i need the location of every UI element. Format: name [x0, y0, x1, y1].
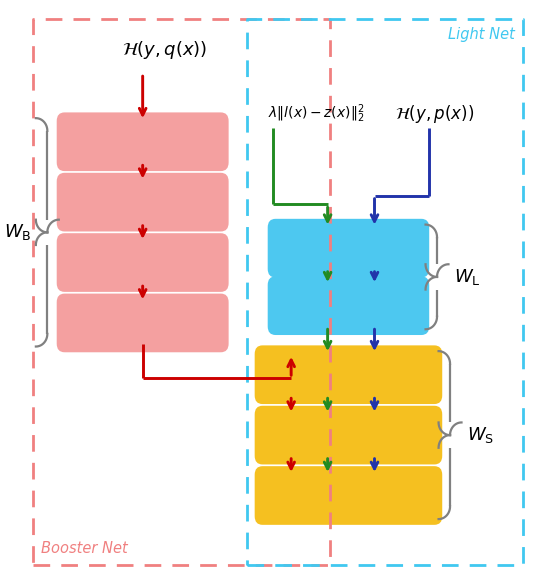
FancyBboxPatch shape: [255, 466, 442, 525]
FancyBboxPatch shape: [255, 406, 442, 465]
Text: $\mathcal{H}(y,p(x))$: $\mathcal{H}(y,p(x))$: [395, 103, 474, 125]
FancyBboxPatch shape: [255, 346, 442, 404]
Text: $\mathcal{H}(y,q(x))$: $\mathcal{H}(y,q(x))$: [122, 39, 207, 61]
Text: $\lambda\|l(x)-z(x)\|_2^2$: $\lambda\|l(x)-z(x)\|_2^2$: [268, 102, 364, 125]
Text: $W_\mathsf{L}$: $W_\mathsf{L}$: [454, 267, 481, 287]
Text: $W_\mathsf{S}$: $W_\mathsf{S}$: [467, 425, 495, 445]
Text: Light Net: Light Net: [448, 27, 515, 42]
Text: $W_\mathsf{B}$: $W_\mathsf{B}$: [4, 223, 32, 242]
FancyBboxPatch shape: [57, 173, 228, 231]
FancyBboxPatch shape: [57, 294, 228, 352]
Text: Booster Net: Booster Net: [41, 542, 128, 557]
FancyBboxPatch shape: [57, 233, 228, 292]
FancyBboxPatch shape: [57, 112, 228, 171]
FancyBboxPatch shape: [268, 276, 429, 335]
FancyBboxPatch shape: [268, 219, 429, 277]
